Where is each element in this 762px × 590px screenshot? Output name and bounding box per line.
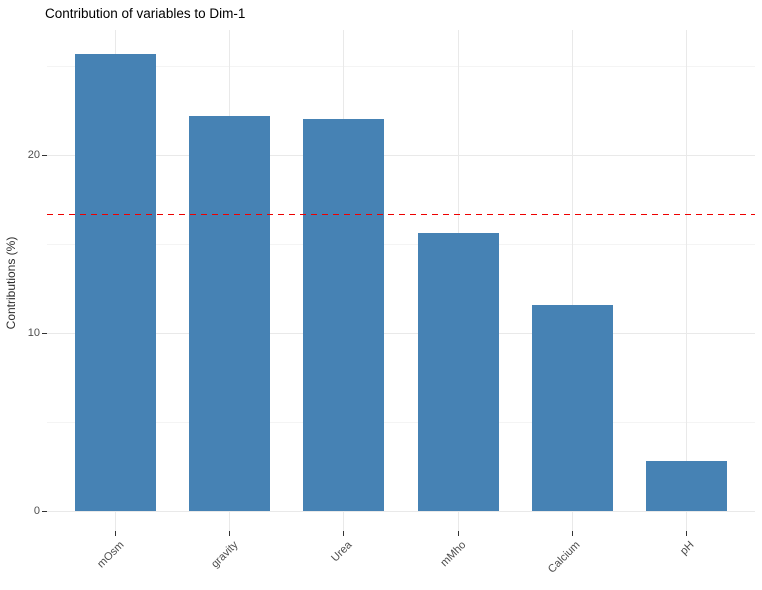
x-axis-tick [115,531,117,536]
vertical-gridline [571,30,573,531]
plot-panel [47,30,755,531]
bar-Urea [303,119,385,511]
minor-gridline [47,66,755,67]
y-axis-tick [42,154,47,156]
x-axis-tick [571,531,573,536]
major-gridline [47,155,755,156]
x-axis-tick-label: Calcium [546,539,583,576]
minor-gridline [47,244,755,245]
x-axis-tick-label: Urea [329,539,355,565]
y-axis-tick-label: 10 [27,326,40,339]
x-axis-tick [457,531,459,536]
bar-pH [645,461,727,511]
y-axis-tick-label: 0 [33,504,40,517]
y-axis-tick [42,332,47,334]
y-axis-tick-label: 20 [27,148,40,161]
bar-mOsm [75,53,157,511]
major-gridline [47,511,755,512]
x-axis-tick-label: gravity [208,539,241,571]
x-axis-tick-label: mOsm [94,539,127,571]
bar-Calcium [531,304,613,511]
x-axis-tick [343,531,345,536]
x-axis-tick-label: pH [678,539,697,558]
bar-mMho [417,233,499,511]
major-gridline [47,333,755,334]
x-axis-tick [229,531,231,536]
chart-title: Contribution of variables to Dim-1 [45,6,246,21]
vertical-gridline [685,30,687,531]
y-axis-tick [42,510,47,512]
bar-gravity [189,115,271,511]
average-reference-line [47,213,755,216]
x-axis-tick-label: mMho [438,539,469,570]
minor-gridline [47,422,755,423]
y-axis-title: Contributions (%) [4,236,18,330]
x-axis-tick [685,531,687,536]
